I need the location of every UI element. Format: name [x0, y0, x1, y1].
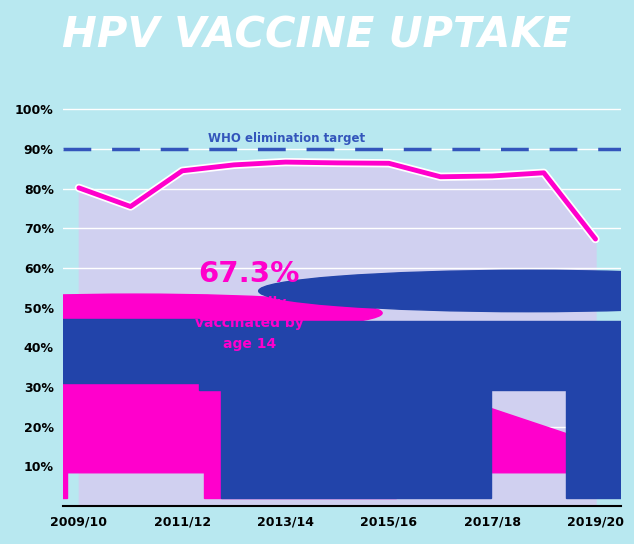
- Circle shape: [0, 294, 382, 332]
- Bar: [566, 387, 634, 498]
- Text: 67.3%: 67.3%: [198, 260, 300, 288]
- Text: 62.4%: 62.4%: [380, 339, 481, 367]
- Bar: [0, 334, 382, 380]
- Polygon shape: [327, 343, 634, 375]
- Bar: [204, 471, 396, 498]
- Bar: [221, 387, 491, 498]
- Text: girls fully
vaccinated by
age 14: girls fully vaccinated by age 14: [195, 296, 304, 351]
- Text: HPV VACCINE UPTAKE: HPV VACCINE UPTAKE: [63, 14, 571, 57]
- Text: boys fully
vaccinated by
age 14: boys fully vaccinated by age 14: [376, 375, 484, 430]
- Bar: [198, 321, 634, 390]
- Text: WHO elimination target: WHO elimination target: [208, 132, 365, 145]
- Polygon shape: [0, 380, 634, 473]
- Bar: [0, 319, 198, 383]
- Bar: [0, 471, 67, 498]
- Circle shape: [259, 270, 634, 312]
